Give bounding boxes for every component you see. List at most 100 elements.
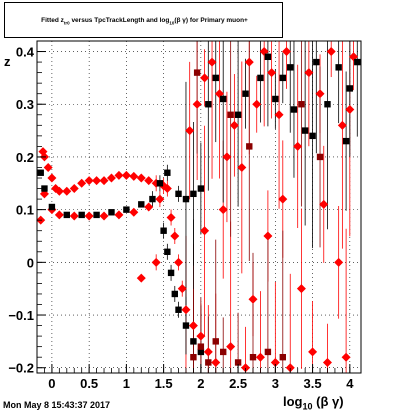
data-point — [296, 284, 306, 294]
data-point — [77, 178, 87, 188]
data-point — [346, 85, 354, 92]
tick-labels: 0 0.5 1 1.5 2 2.5 3 3.5 4 −0.2 −0.1 0 0.1 0.2 0.3 0.4 — [8, 45, 354, 391]
timestamp: Mon May 8 15:43:37 2017 — [3, 400, 111, 410]
data-point — [69, 184, 79, 194]
data-point — [242, 90, 249, 97]
data-point — [114, 210, 124, 220]
data-point — [190, 353, 197, 361]
data-point — [324, 101, 331, 108]
data-point — [93, 211, 100, 219]
data-point — [316, 153, 324, 161]
data-point — [177, 284, 187, 294]
data-point — [192, 99, 202, 109]
data-point — [264, 348, 272, 356]
data-point — [207, 57, 217, 67]
data-point — [106, 173, 116, 183]
data-point — [175, 306, 182, 313]
x-axis-label: log10 (β γ) — [283, 394, 344, 412]
data-point — [226, 342, 236, 352]
y-tick-label: −0.1 — [8, 308, 34, 323]
data-point — [84, 176, 94, 186]
data-point — [174, 257, 184, 267]
data-point — [244, 57, 254, 67]
data-point — [167, 269, 175, 277]
data-point — [315, 89, 325, 99]
data-point — [181, 305, 191, 315]
data-point — [108, 209, 115, 216]
data-point — [278, 194, 288, 204]
data-point — [279, 74, 286, 82]
y-tick-label: 0.2 — [16, 150, 34, 165]
data-point — [345, 105, 355, 115]
data-point — [200, 73, 210, 83]
data-point — [196, 331, 206, 341]
data-point — [121, 170, 131, 180]
data-point — [322, 357, 332, 367]
data-point — [129, 171, 139, 181]
data-point — [246, 143, 253, 150]
data-point — [62, 186, 72, 196]
data-point — [335, 64, 342, 71]
data-point — [257, 74, 264, 82]
data-point — [301, 127, 309, 134]
data-points — [36, 47, 361, 373]
x-tick-label: 1.5 — [155, 376, 173, 391]
data-point — [309, 132, 316, 140]
data-point — [78, 211, 85, 219]
data-point — [342, 137, 350, 145]
data-point — [69, 211, 79, 221]
data-point — [263, 231, 273, 241]
data-point — [164, 248, 171, 255]
data-point — [267, 68, 277, 78]
data-point — [293, 141, 303, 151]
data-point — [237, 162, 247, 172]
data-point — [182, 195, 190, 203]
data-point — [170, 231, 180, 241]
data-point — [54, 186, 64, 196]
data-point — [156, 180, 164, 187]
data-point — [162, 184, 172, 194]
data-point — [200, 226, 210, 236]
data-point — [279, 353, 286, 361]
data-point — [255, 352, 265, 362]
data-point — [205, 101, 212, 108]
data-point — [151, 257, 161, 267]
data-point — [129, 207, 139, 217]
x-tick-label: 1 — [123, 376, 130, 391]
data-point — [37, 169, 44, 176]
data-point — [155, 194, 165, 204]
data-point — [282, 47, 292, 57]
data-point — [160, 227, 167, 234]
data-point — [354, 58, 361, 66]
data-point — [190, 338, 197, 345]
data-point — [136, 173, 146, 183]
x-tick-label: 3.5 — [304, 376, 322, 391]
y-tick-label: 0.4 — [16, 45, 35, 60]
data-point — [220, 348, 227, 356]
data-point — [264, 53, 272, 61]
data-point — [54, 210, 64, 220]
data-point — [290, 106, 298, 113]
y-tick-label: 0.3 — [16, 97, 34, 112]
data-point — [205, 359, 212, 366]
data-point — [138, 201, 145, 208]
data-point — [298, 101, 305, 108]
data-point — [144, 202, 154, 212]
data-point — [241, 363, 251, 373]
title-box: Fitted ztr0 versus TpcTrackLength and lo… — [4, 2, 283, 38]
data-point — [182, 322, 190, 329]
data-point — [211, 357, 221, 367]
x-tick-label: 0.5 — [80, 376, 98, 391]
data-point — [249, 353, 257, 361]
data-point — [84, 211, 94, 221]
data-point — [248, 294, 258, 304]
data-point — [227, 111, 234, 118]
data-point — [220, 95, 227, 103]
data-point — [185, 126, 195, 136]
data-point — [308, 347, 318, 357]
data-point — [175, 190, 182, 198]
data-point — [188, 321, 198, 331]
data-point — [319, 199, 329, 209]
data-point — [337, 120, 347, 130]
